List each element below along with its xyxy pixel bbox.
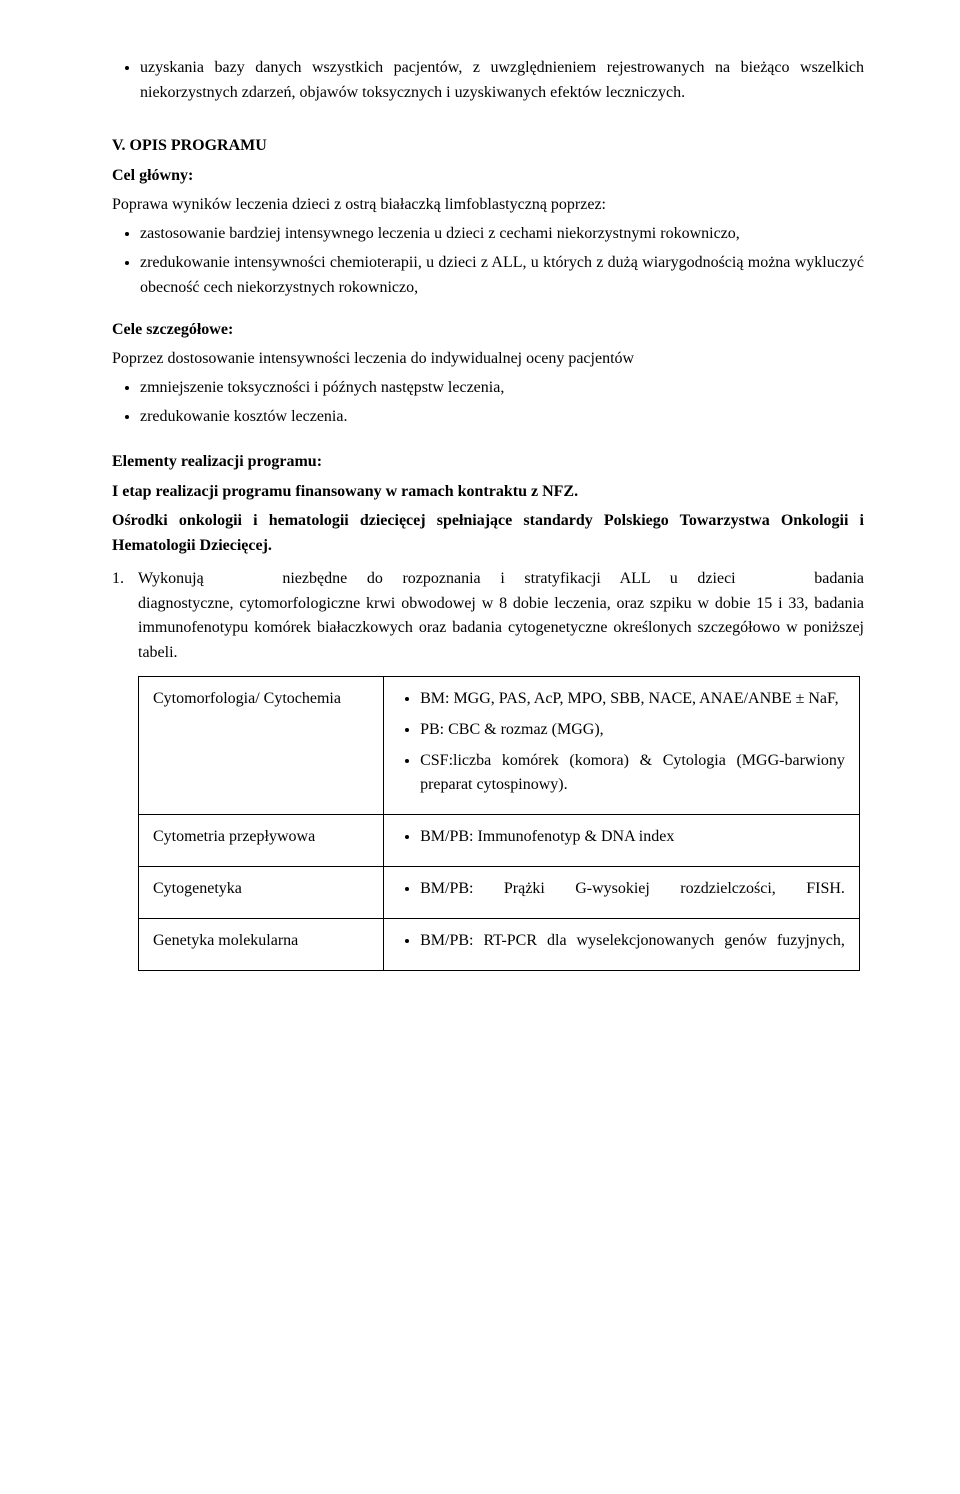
- cel-glowny-bullet: zredukowanie intensywności chemioterapii…: [140, 251, 864, 301]
- numbered-item-first-line-prefix: Wykonują: [138, 570, 204, 587]
- cel-glowny-bullet: zastosowanie bardziej intensywnego lecze…: [140, 222, 864, 247]
- cele-szczegolowe-bullet: zredukowanie kosztów leczenia.: [140, 405, 864, 430]
- page-container: uzyskania bazy danych wszystkich pacjent…: [0, 0, 960, 1494]
- cel-glowny-intro: Poprawa wyników leczenia dzieci z ostrą …: [112, 193, 864, 218]
- table-row: Cytometria przepływowa BM/PB: Immunofeno…: [139, 815, 860, 867]
- numbered-item-rest: diagnostyczne, cytomorfologiczne krwi ob…: [138, 595, 864, 662]
- diag-items-cell: BM/PB: Prążki G-wysokiej rozdzielczości,…: [384, 866, 860, 918]
- elementy-label: Elementy realizacji programu:: [112, 450, 864, 475]
- diagnostic-table: Cytomorfologia/ Cytochemia BM: MGG, PAS,…: [138, 676, 860, 971]
- table-row: Cytomorfologia/ Cytochemia BM: MGG, PAS,…: [139, 676, 860, 814]
- numbered-list: 1. Wykonują niezbędne do rozpoznania i s…: [112, 567, 864, 666]
- cel-glowny-label: Cel główny:: [112, 164, 864, 189]
- diag-item: BM: MGG, PAS, AcP, MPO, SBB, NACE, ANAE/…: [420, 687, 845, 712]
- diag-row2-label: Cytogenetyka: [153, 880, 242, 897]
- diag-item: CSF:liczba komórek (komora) & Cytologia …: [420, 749, 845, 799]
- diag-row1-items: BM/PB: Immunofenotyp & DNA index: [398, 825, 845, 850]
- cel-glowny-bullets: zastosowanie bardziej intensywnego lecze…: [112, 222, 864, 300]
- diag-label-cell: Cytometria przepływowa: [139, 815, 384, 867]
- diag-items-cell: BM: MGG, PAS, AcP, MPO, SBB, NACE, ANAE/…: [384, 676, 860, 814]
- diag-label-cell: Cytogenetyka: [139, 866, 384, 918]
- intro-bullet: uzyskania bazy danych wszystkich pacjent…: [140, 56, 864, 106]
- diag-row0-items: BM: MGG, PAS, AcP, MPO, SBB, NACE, ANAE/…: [398, 687, 845, 798]
- diag-item: BM/PB: Immunofenotyp & DNA index: [420, 825, 845, 850]
- section-v-title: V. OPIS PROGRAMU: [112, 134, 864, 159]
- diag-row1-label: Cytometria przepływowa: [153, 828, 315, 845]
- diag-item: BM/PB: RT-PCR dla wyselekcjonowanych gen…: [420, 929, 845, 954]
- diag-item: BM/PB: Prążki G-wysokiej rozdzielczości,…: [420, 877, 845, 902]
- diag-row3-label: Genetyka molekularna: [153, 932, 298, 949]
- numbered-item-first-line-suffix: niezbędne do rozpoznania i stratyfikacji…: [282, 570, 735, 587]
- diag-items-cell: BM/PB: Immunofenotyp & DNA index: [384, 815, 860, 867]
- table-row: Genetyka molekularna BM/PB: RT-PCR dla w…: [139, 918, 860, 970]
- diag-item: PB: CBC & rozmaz (MGG),: [420, 718, 845, 743]
- cele-szczegolowe-bullets: zmniejszenie toksyczności i późnych nast…: [112, 376, 864, 430]
- diag-row3-items: BM/PB: RT-PCR dla wyselekcjonowanych gen…: [398, 929, 845, 954]
- osrodki-line: Ośrodki onkologii i hematologii dziecięc…: [112, 509, 864, 559]
- diag-label-cell: Cytomorfologia/ Cytochemia: [139, 676, 384, 814]
- table-row: Cytogenetyka BM/PB: Prążki G-wysokiej ro…: [139, 866, 860, 918]
- numbered-item-1: 1. Wykonują niezbędne do rozpoznania i s…: [138, 567, 864, 666]
- numbered-item-first-line-end: badania: [814, 570, 864, 587]
- etap-line: I etap realizacji programu finansowany w…: [112, 480, 864, 505]
- cele-szczegolowe-intro: Poprzez dostosowanie intensywności lecze…: [112, 347, 864, 372]
- diag-label-cell: Genetyka molekularna: [139, 918, 384, 970]
- diag-items-cell: BM/PB: RT-PCR dla wyselekcjonowanych gen…: [384, 918, 860, 970]
- intro-bullet-list: uzyskania bazy danych wszystkich pacjent…: [112, 56, 864, 106]
- diag-row2-items: BM/PB: Prążki G-wysokiej rozdzielczości,…: [398, 877, 845, 902]
- cele-szczegolowe-label: Cele szczegółowe:: [112, 318, 864, 343]
- numbered-item-number: 1.: [112, 567, 124, 592]
- diag-row0-label: Cytomorfologia/ Cytochemia: [153, 690, 341, 707]
- cele-szczegolowe-bullet: zmniejszenie toksyczności i późnych nast…: [140, 376, 864, 401]
